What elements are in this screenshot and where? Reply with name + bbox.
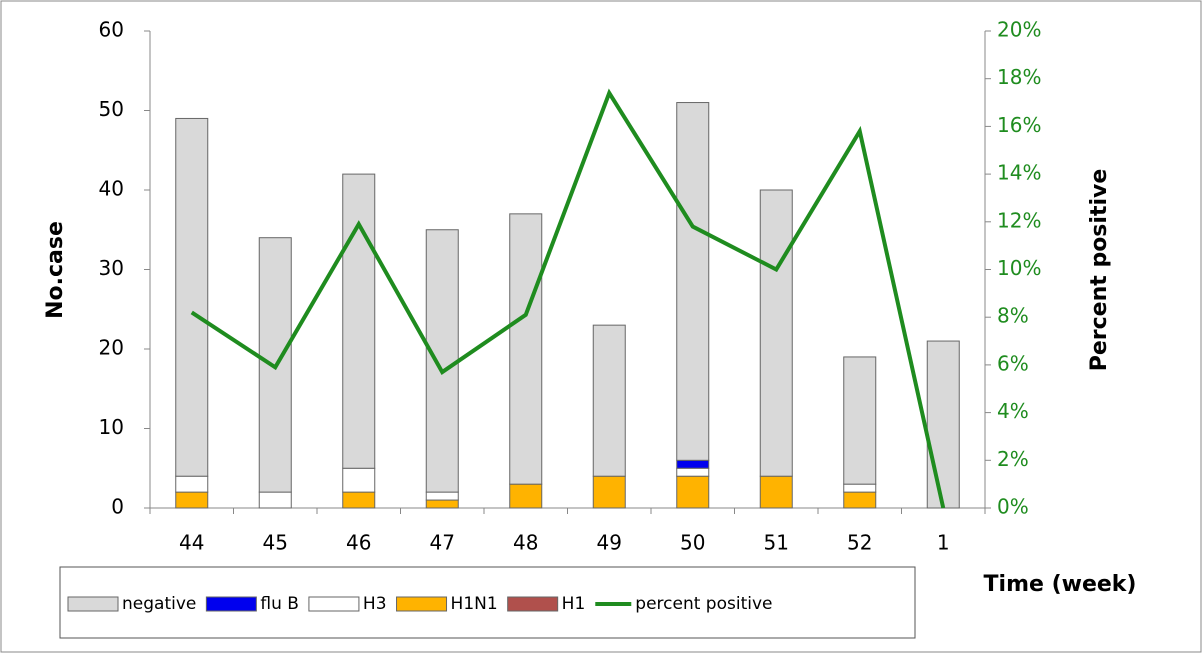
legend-swatch (396, 596, 448, 612)
y2-tick-label: 4% (997, 399, 1029, 423)
bar-segment (676, 467, 710, 477)
bar-segment (258, 491, 292, 509)
legend: negative flu B H3 H1N1 H1 percent positive (67, 594, 772, 614)
x-tick-label: 1 (937, 531, 950, 555)
y-tick-label: 20 (99, 336, 124, 360)
bar-segment (926, 340, 960, 509)
x-tick-label: 49 (597, 531, 622, 555)
legend-swatch (67, 596, 119, 612)
bar-segment (425, 491, 459, 501)
x-tick-label: 50 (680, 531, 705, 555)
bar-segment (509, 483, 543, 509)
y-tick-label: 60 (99, 18, 124, 42)
y-tick-label: 0 (111, 495, 124, 519)
x-tick-label: 48 (513, 531, 538, 555)
bar-segment (342, 173, 376, 469)
bar-segment (509, 213, 543, 485)
y2-tick-label: 10% (997, 256, 1041, 280)
x-tick-label: 47 (430, 531, 455, 555)
x-tick-label: 45 (263, 531, 288, 555)
bar-segment (676, 459, 710, 469)
y-axis-label: No.case (43, 221, 68, 319)
bar-segment (175, 475, 209, 493)
y2-tick-label: 6% (997, 351, 1029, 375)
y2-tick-label: 16% (997, 113, 1041, 137)
bar-segment (592, 475, 626, 509)
y-tick-label: 40 (99, 177, 124, 201)
bar-segment (592, 324, 626, 477)
y2-tick-label: 8% (997, 304, 1029, 328)
bar-segment (676, 475, 710, 509)
x-tick-label: 52 (847, 531, 872, 555)
legend-label: H1N1 (451, 594, 498, 614)
bar-segment (175, 491, 209, 509)
bar-segment (759, 189, 793, 477)
legend-swatch (308, 596, 360, 612)
legend-label: percent positive (635, 594, 772, 614)
bar-segment (843, 491, 877, 509)
legend-label: H3 (363, 594, 387, 614)
bar-segment (342, 467, 376, 493)
bar-segment (425, 229, 459, 493)
legend-swatch (205, 596, 257, 612)
y2-tick-label: 20% (997, 18, 1041, 42)
bar-segment (759, 475, 793, 509)
bar-segment (676, 102, 710, 461)
y2-tick-label: 2% (997, 447, 1029, 471)
x-tick-label: 51 (764, 531, 789, 555)
legend-swatch (507, 596, 559, 612)
legend-label: negative (122, 594, 196, 614)
x-tick-label: 44 (179, 531, 204, 555)
legend-box (59, 566, 916, 639)
y2-tick-label: 12% (997, 208, 1041, 232)
y-tick-label: 50 (99, 97, 124, 121)
y2-axis-label: Percent positive (1087, 169, 1112, 372)
x-tick-label: 46 (346, 531, 371, 555)
y-tick-label: 30 (99, 256, 124, 280)
x-axis-label: Time (week) (984, 572, 1137, 597)
bar-segment (843, 356, 877, 485)
bar-segment (342, 491, 376, 509)
y2-tick-label: 18% (997, 65, 1041, 89)
legend-label: flu B (260, 594, 299, 614)
bar-segment (175, 117, 209, 477)
y2-tick-label: 14% (997, 161, 1041, 185)
legend-label: H1 (562, 594, 586, 614)
y2-tick-label: 0% (997, 495, 1029, 519)
y-tick-label: 10 (99, 415, 124, 439)
line-series (190, 88, 946, 509)
bar-segment (425, 499, 459, 509)
bar-segment (843, 483, 877, 493)
